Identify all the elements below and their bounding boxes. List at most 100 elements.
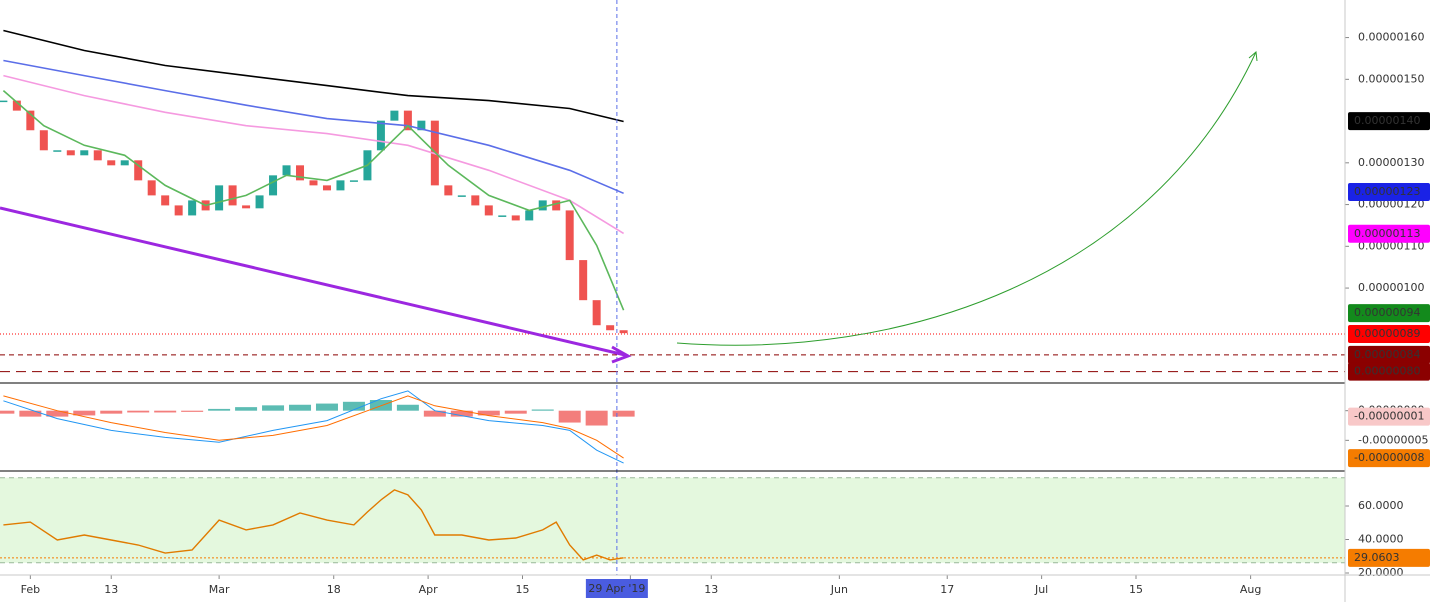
candle: [269, 175, 278, 196]
y-tick-label: 0.00000160: [1358, 31, 1424, 44]
indicator-line: [3, 489, 624, 561]
price-tag: [1348, 183, 1430, 202]
y-tick-label: 0.00000130: [1358, 156, 1424, 169]
trend-arrow-head: [611, 345, 632, 364]
candle: [619, 330, 628, 334]
price-tag: [1348, 324, 1430, 343]
histogram-bar: [208, 408, 231, 411]
price-tag: [1348, 449, 1430, 468]
candle: [498, 215, 507, 217]
price-tag-label: 0.00000094: [1354, 306, 1420, 319]
indicator-line: [3, 395, 624, 459]
cursor-label: 29 Apr '19: [588, 582, 645, 595]
candle: [471, 195, 480, 206]
x-tick-label: Mar: [209, 583, 230, 596]
histogram-bar: [585, 410, 608, 426]
histogram-bar: [450, 410, 473, 417]
histogram-bar: [342, 401, 365, 411]
candle: [592, 300, 601, 326]
candle: [511, 215, 520, 221]
price-tag-label: 0.00000113: [1354, 227, 1420, 240]
price-tag: [1348, 112, 1430, 131]
candle: [390, 110, 399, 121]
candle: [215, 185, 224, 211]
candle: [174, 205, 183, 216]
histogram-bar: [289, 404, 312, 411]
histogram-bar: [504, 410, 527, 414]
histogram-bar: [181, 410, 204, 412]
candle: [93, 150, 102, 161]
candle: [417, 120, 426, 131]
x-tick-label: Jun: [830, 583, 848, 596]
price-tag: [1348, 407, 1430, 426]
candle: [120, 160, 129, 166]
price-tag: [1348, 345, 1430, 364]
y-tick-label: -0.00000005: [1358, 433, 1428, 446]
histogram-bar: [315, 403, 338, 411]
trend-line: [0, 206, 626, 357]
cursor-label-box: [585, 579, 648, 598]
candle: [255, 195, 264, 209]
candle: [336, 180, 345, 191]
y-tick-label: 0.00000150: [1358, 72, 1424, 85]
x-tick-label: 15: [1129, 583, 1143, 596]
price-tag-label: 0.00000084: [1354, 348, 1420, 361]
x-tick-label: Aug: [1240, 583, 1261, 596]
candle: [552, 200, 561, 211]
candle: [228, 185, 237, 206]
y-tick-label: 60.0000: [1358, 499, 1404, 512]
price-tag: [1348, 224, 1430, 243]
histogram-bar: [262, 405, 285, 411]
candle: [376, 120, 385, 151]
histogram-bar: [423, 410, 446, 417]
price-tag: [1348, 304, 1430, 323]
histogram-bar: [73, 410, 96, 416]
candle: [565, 210, 574, 261]
candle: [444, 185, 453, 196]
price-tag: [1348, 548, 1430, 567]
x-tick-label: 18: [327, 583, 341, 596]
candle: [457, 195, 466, 197]
candle: [579, 260, 588, 301]
price-tag-label: 0.00000140: [1354, 114, 1420, 127]
histogram-bar: [154, 410, 177, 413]
price-tag-label: 0.00000089: [1354, 327, 1420, 340]
candle: [161, 195, 170, 206]
candle: [538, 200, 547, 211]
candle: [484, 205, 493, 216]
candle: [322, 185, 331, 191]
candle: [39, 130, 48, 151]
candle: [188, 200, 197, 216]
price-tag-label: -0.00000008: [1354, 451, 1424, 464]
price-tag-label: 29.0603: [1354, 551, 1400, 564]
candle: [525, 210, 534, 221]
candle: [403, 110, 412, 131]
candle: [296, 165, 305, 181]
candle: [0, 100, 8, 103]
price-tag-label: 0.00000080: [1354, 365, 1420, 378]
histogram-bar: [0, 410, 15, 414]
rsi-band: [0, 477, 1345, 563]
histogram-bar: [477, 410, 500, 416]
candle: [147, 180, 156, 196]
indicator-line: [3, 29, 624, 123]
histogram-bar: [100, 410, 123, 414]
price-tag: [1348, 362, 1430, 381]
candle: [53, 150, 62, 152]
histogram-bar: [19, 410, 42, 417]
candle: [107, 160, 116, 166]
histogram-bar: [127, 410, 150, 413]
histogram-bar: [46, 410, 69, 417]
y-tick-label: 0.00000100: [1358, 281, 1424, 294]
x-tick-label: 15: [515, 583, 529, 596]
x-tick-label: Feb: [21, 583, 40, 596]
x-tick-label: Apr: [419, 583, 439, 596]
candle: [349, 180, 358, 182]
histogram-bar: [396, 404, 419, 411]
indicator-line: [3, 59, 624, 195]
candle: [606, 325, 615, 331]
candle: [26, 110, 35, 131]
x-tick-label: 13: [704, 583, 718, 596]
